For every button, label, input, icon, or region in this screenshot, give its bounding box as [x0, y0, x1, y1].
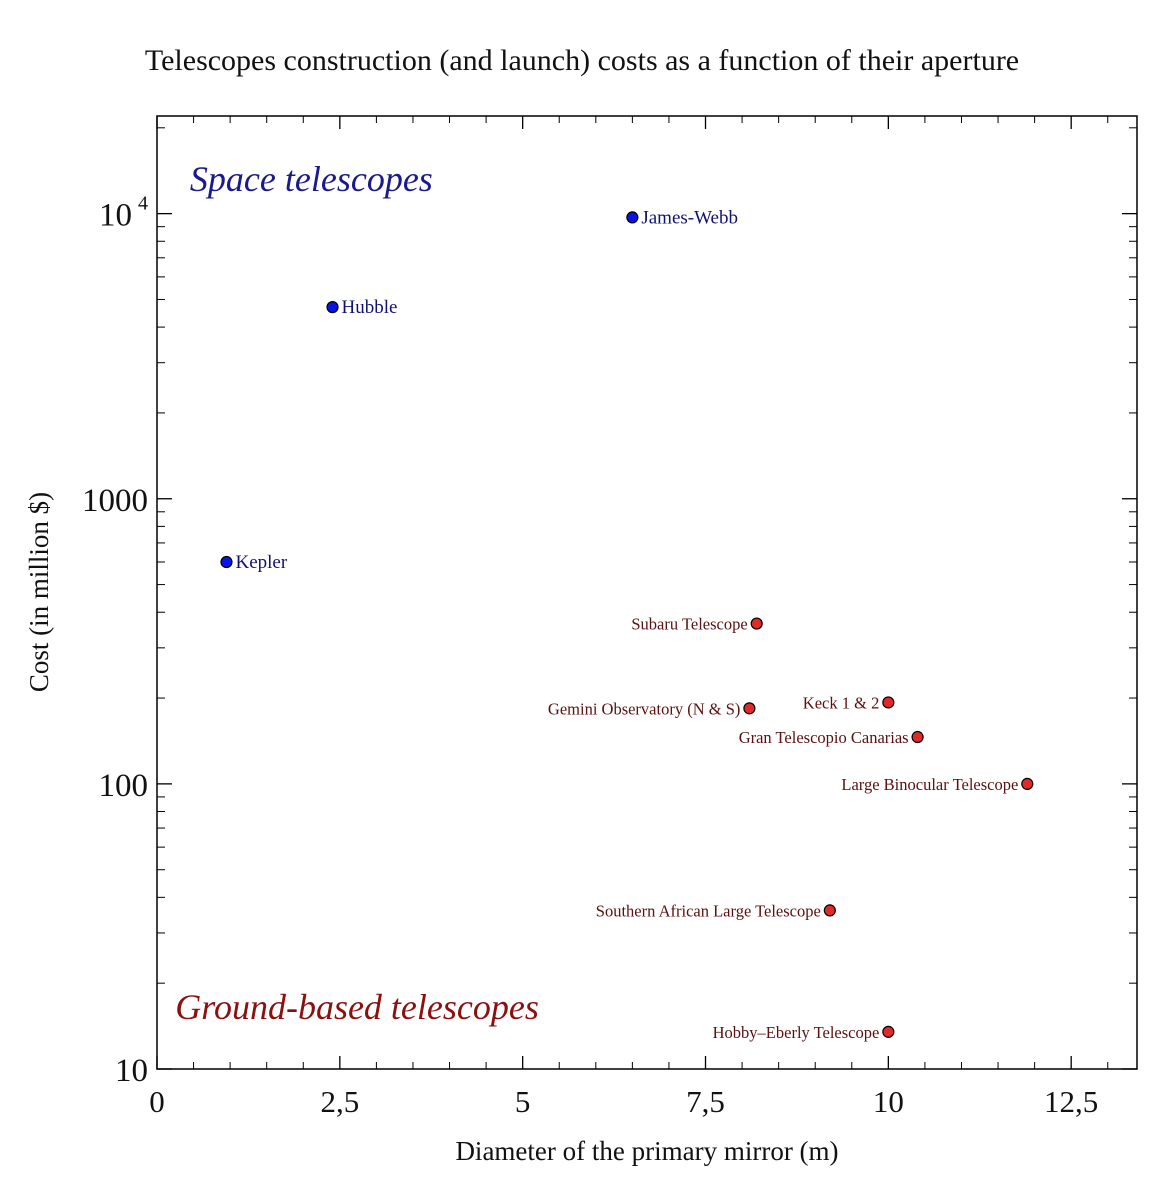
y-tick-label: 1000: [82, 483, 148, 519]
y-tick-label: 10: [99, 198, 132, 234]
x-axis-tick-labels: 0 2,5 5 7,5 10 12,5: [149, 1084, 1098, 1119]
y-axis-label: Cost (in million $): [24, 492, 54, 692]
data-point-label: Large Binocular Telescope: [841, 775, 1018, 794]
data-point: [823, 904, 836, 917]
data-point: [1021, 777, 1034, 790]
data-point: [743, 702, 756, 715]
x-tick-label: 10: [873, 1084, 904, 1119]
data-point: [882, 696, 895, 709]
data-point: [626, 211, 639, 224]
data-point: [882, 1025, 895, 1038]
data-point-label: Subaru Telescope: [631, 615, 747, 634]
data-point: [750, 617, 763, 630]
data-point-label: Kepler: [235, 552, 287, 573]
y-tick-label: 100: [99, 768, 149, 804]
data-point-label: Hubble: [342, 297, 398, 318]
data-point: [911, 730, 924, 744]
data-points: [220, 211, 1034, 1038]
data-point-label: Hobby–Eberly Telescope: [713, 1023, 880, 1042]
annotation-label: Ground-based telescopes: [175, 987, 539, 1027]
x-tick-label: 7,5: [686, 1084, 725, 1119]
plot-frame: [156, 115, 1138, 1070]
x-axis-ticks: [156, 116, 1109, 1069]
y-tick-label: 10: [115, 1053, 148, 1089]
data-point-label: Keck 1 & 2: [803, 693, 880, 712]
x-tick-label: 12,5: [1044, 1084, 1098, 1119]
annotation-label: Space telescopes: [190, 159, 433, 199]
data-point-label: James-Webb: [641, 207, 738, 228]
chart-annotations: Space telescopes Ground-based telescopes: [175, 159, 539, 1027]
x-tick-label: 0: [149, 1084, 165, 1119]
y-tick-label-exponent: 4: [138, 193, 148, 215]
y-axis-ticks: [157, 127, 1137, 1070]
x-axis-label: Diameter of the primary mirror (m): [455, 1136, 838, 1166]
data-point-label: Gemini Observatory (N & S): [548, 699, 740, 718]
data-point-labels: James-Webb Hubble Kepler Subaru Telescope Ke…: [235, 207, 1018, 1041]
chart-title: Telescopes construction (and launch) cos…: [145, 44, 1019, 77]
x-tick-label: 2,5: [320, 1084, 359, 1119]
data-point-label: Gran Telescopio Canarias: [739, 728, 909, 747]
y-axis-tick-labels: 10 100 1000 10 4: [82, 193, 148, 1089]
data-point-label: Southern African Large Telescope: [596, 901, 821, 920]
data-point: [326, 301, 339, 314]
data-point: [220, 555, 233, 569]
x-tick-label: 5: [515, 1084, 531, 1119]
